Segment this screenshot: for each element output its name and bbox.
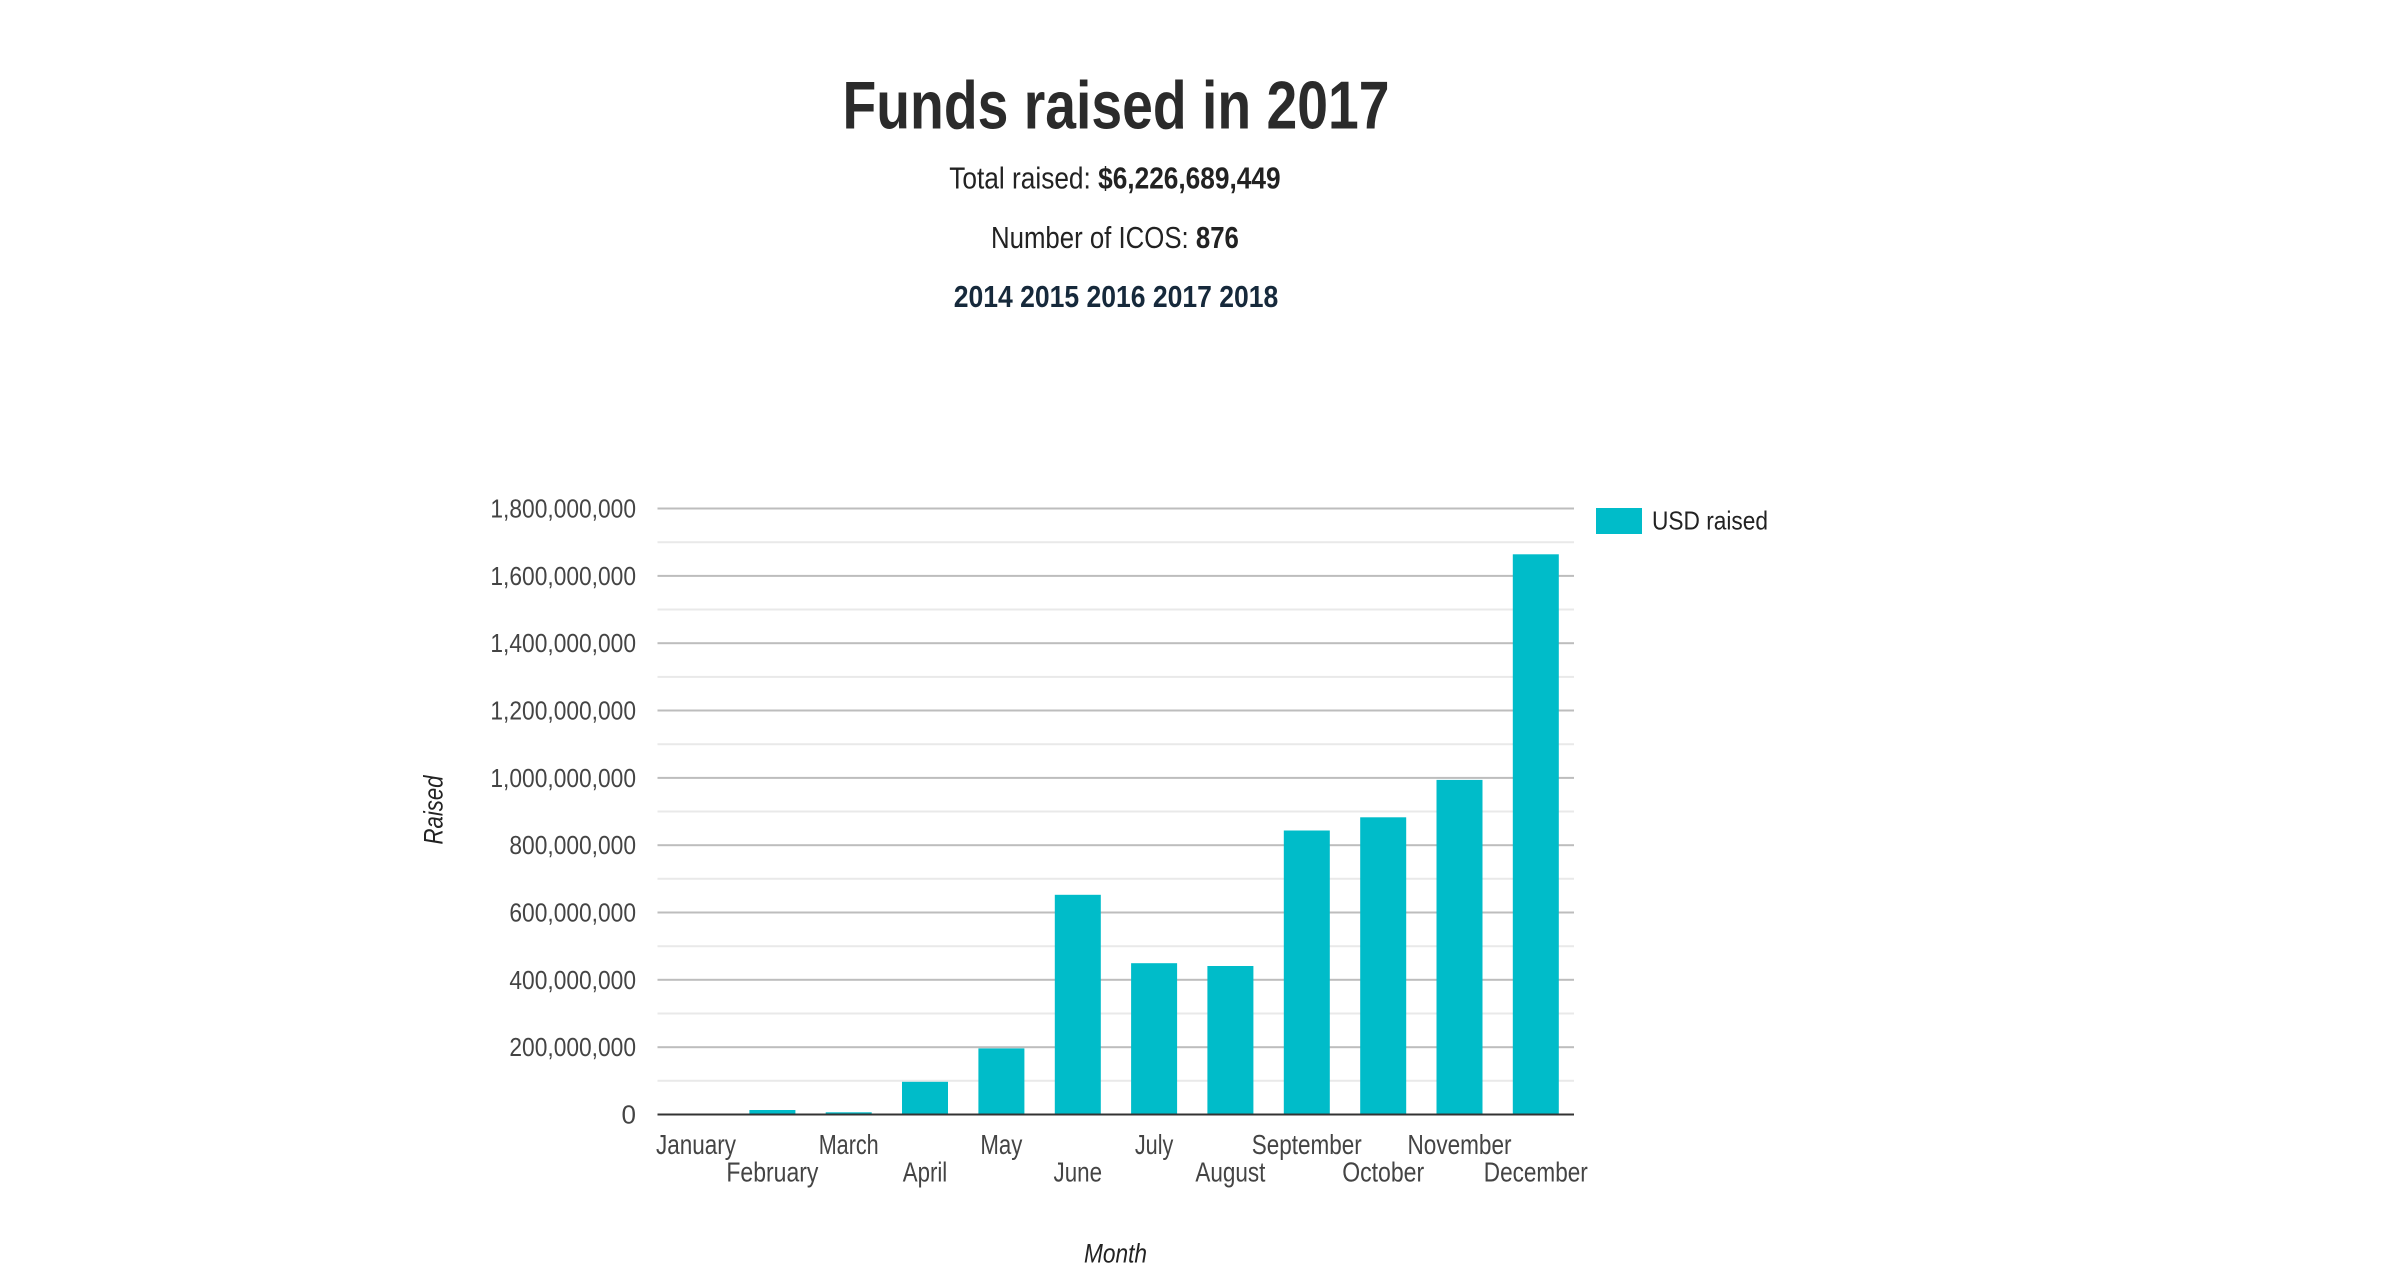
svg-text:400,000,000: 400,000,000 — [509, 965, 636, 995]
svg-text:Total raised:: Total raised: — [949, 161, 1091, 196]
svg-text:July: July — [1135, 1129, 1174, 1160]
svg-text:Funds raised in 2017: Funds raised in 2017 — [843, 68, 1390, 144]
svg-text:November: November — [1408, 1129, 1512, 1160]
svg-text:June: June — [1054, 1157, 1103, 1188]
svg-text:2014 2015 2016 2017 2018: 2014 2015 2016 2017 2018 — [954, 279, 1279, 314]
svg-text:January: January — [656, 1129, 736, 1160]
svg-text:200,000,000: 200,000,000 — [509, 1032, 636, 1062]
svg-text:March: March — [819, 1129, 879, 1160]
svg-text:Raised: Raised — [419, 775, 449, 845]
svg-text:August: August — [1195, 1157, 1265, 1188]
svg-text:0: 0 — [622, 1100, 636, 1130]
svg-text:December: December — [1484, 1157, 1588, 1188]
svg-text:1,200,000,000: 1,200,000,000 — [490, 696, 636, 726]
svg-text:1,000,000,000: 1,000,000,000 — [490, 763, 636, 793]
svg-text:1,600,000,000: 1,600,000,000 — [490, 561, 636, 591]
svg-text:$6,226,689,449: $6,226,689,449 — [1098, 161, 1281, 196]
svg-text:October: October — [1342, 1157, 1424, 1188]
svg-text:876: 876 — [1196, 220, 1239, 255]
svg-text:September: September — [1252, 1129, 1362, 1160]
svg-text:USD raised: USD raised — [1652, 506, 1768, 536]
svg-text:800,000,000: 800,000,000 — [509, 830, 636, 860]
svg-text:Number of ICOS:: Number of ICOS: — [991, 220, 1189, 255]
svg-text:1,400,000,000: 1,400,000,000 — [490, 628, 636, 658]
svg-text:1,800,000,000: 1,800,000,000 — [490, 494, 636, 524]
svg-text:April: April — [903, 1157, 948, 1188]
svg-text:Month: Month — [1084, 1239, 1147, 1269]
svg-text:May: May — [980, 1129, 1022, 1160]
svg-text:600,000,000: 600,000,000 — [509, 898, 636, 928]
svg-text:February: February — [726, 1157, 818, 1188]
